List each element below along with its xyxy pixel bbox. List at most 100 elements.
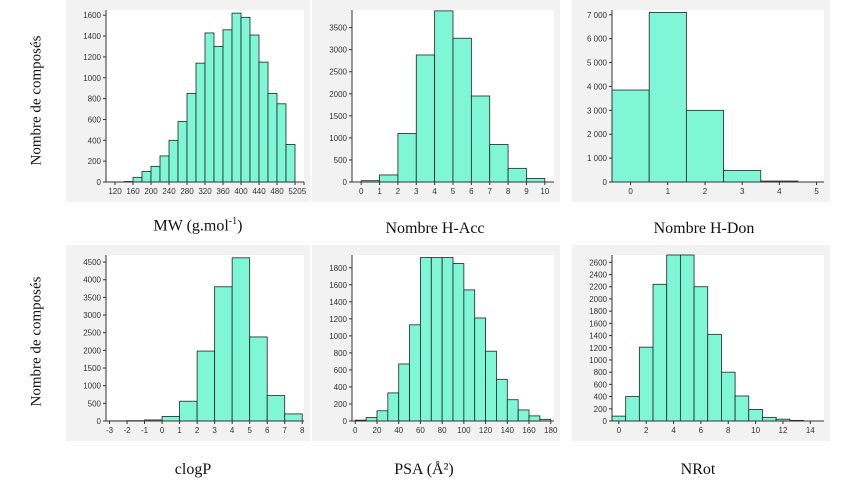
histogram-bar [249,336,268,422]
x-tick-label: 3 [212,426,217,435]
histogram-bar [141,171,152,183]
histogram-bar [222,29,233,183]
x-tick-label: 8 [726,426,731,435]
histogram-bar [507,167,527,183]
histogram-mw: 0 200 400 600 800 1000 1200 1400 1600 120 160 200 24… [66,0,310,202]
histogram-bar [452,263,465,422]
y-tick-label: 1500 [329,112,347,121]
x-tick-label: 0 [617,426,622,435]
x-tick-label: 5 [451,187,456,196]
x-tick-label: 7 [282,426,287,435]
x-tick-label: 240 [162,187,176,196]
x-tick-label: -2 [123,426,131,435]
y-tick-label: 3000 [83,311,101,320]
histogram-bar [625,396,640,422]
x-tick-label: 400 [234,187,248,196]
caption-h-don: Nombre H-Don [653,220,755,237]
y-tick-label: 800 [334,349,348,358]
y-tick-label: 0 [603,178,608,187]
x-tick-label: 60 [416,426,425,435]
x-tick-label: 2 [195,426,200,435]
y-tick-label: 2 000 [587,130,608,139]
y-tick-label: 7 000 [587,11,608,20]
histogram-bar [611,415,627,422]
x-tick-label: 12 [779,426,788,435]
x-tick-label: 4 [432,187,437,196]
x-tick-label: 520 [288,187,302,196]
x-tick-label: 10 [751,426,760,435]
histogram-bar [452,37,472,183]
x-tick-label: 9 [524,187,529,196]
x-tick-label: 120 [108,187,122,196]
x-tick-label: -1 [141,426,149,435]
histogram-psa: 0 200 400 600 800 1000 1200 1400 1600 1800 0 20 40 60… [312,245,560,441]
y-tick-label: 1000 [83,382,101,391]
y-tick-label: 1200 [83,53,101,62]
histogram-bar [177,121,188,183]
x-tick-label: 8 [506,187,511,196]
y-tick-label: 2500 [329,68,347,77]
y-tick-label: 3500 [83,293,101,302]
y-tick-label: 400 [334,383,348,392]
histogram-bar [213,46,224,183]
histogram-bar [485,350,497,422]
x-tick-label: 2 [703,187,708,196]
y-tick-label: 500 [88,399,102,408]
x-tick-label: 1 [177,426,182,435]
x-tick-label: 100 [457,426,471,435]
y-tick-label: 500 [334,156,348,165]
x-tick-label: 6 [265,426,270,435]
y-tick-label: 600 [334,366,348,375]
y-tick-label: 0 [97,178,102,187]
x-tick-label: 2 [644,426,649,435]
histogram-bar [267,92,278,183]
y-tick-label: 1000 [83,74,101,83]
x-tick-label: 360 [216,187,230,196]
histogram-bar [721,371,736,422]
histogram-bar [195,62,206,183]
histogram-bar [666,254,681,422]
histogram-bar [258,61,269,183]
histogram-bar [441,257,454,422]
histogram-bar [387,392,400,422]
x-tick-label: 280 [180,187,194,196]
histogram-bar [398,363,410,422]
x-tick-label: 10 [540,187,549,196]
y-tick-label: 2000 [329,90,347,99]
histogram-bar [430,257,443,422]
histogram-bar [693,286,709,422]
histogram-bar [285,144,296,183]
x-tick-label: 4 [777,187,782,196]
histogram-bar [648,11,687,183]
y-tick-label: 1600 [83,11,101,20]
histogram-bar [397,133,417,183]
y-axis-label-bottom: Nombre de composés [28,276,45,407]
y-tick-label: 800 [88,95,102,104]
x-tick-label: 0 [353,426,358,435]
histogram-bar [652,283,668,422]
x-tick-label: 20 [373,426,382,435]
histogram-bar [748,409,763,422]
x-tick-label: 6 [469,187,474,196]
y-tick-label: 2400 [589,271,607,280]
y-tick-label: 5 000 [587,59,608,68]
x-tick-label: 320 [198,187,212,196]
histogram-h-acc: 0 500 1000 1500 2000 2500 3000 3500 0 1 2 3 4 5 6 7 8 9 10 [312,0,560,202]
histogram-bar [707,333,722,422]
x-tick-label: 5 [814,187,819,196]
histogram-bar [168,139,179,183]
caption-h-acc: Nombre H-Acc [385,220,485,237]
histogram-bar [409,324,421,422]
x-tick-label: 1 [377,187,382,196]
y-tick-label: 1400 [83,32,101,41]
x-tick-label: 7 [488,187,493,196]
histogram-bar [284,413,303,422]
y-tick-label: 0 [97,417,102,426]
histogram-bar [734,395,750,422]
x-tick-label: 6 [699,426,704,435]
histogram-bar [420,257,432,422]
histogram-bar [434,10,454,183]
histogram-bar [723,170,762,183]
x-tick-label: 0 [359,187,364,196]
y-tick-label: 1200 [329,315,347,324]
